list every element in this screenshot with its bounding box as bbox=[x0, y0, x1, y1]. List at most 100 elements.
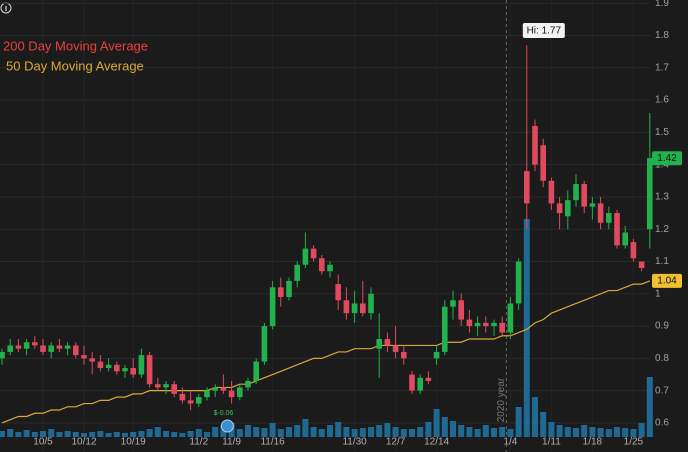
volume-bar bbox=[605, 429, 612, 437]
candle-body bbox=[122, 368, 128, 372]
candle-body bbox=[310, 248, 317, 259]
candle-body bbox=[540, 145, 546, 181]
volume-bar bbox=[302, 419, 309, 437]
earnings-label: $-0.06 bbox=[213, 410, 233, 417]
volume-bar bbox=[466, 427, 473, 437]
y-tick-label: 1.8 bbox=[655, 30, 669, 41]
candle-body bbox=[327, 264, 333, 272]
volume-bar bbox=[294, 425, 301, 437]
volume-bar bbox=[523, 219, 530, 437]
candle-body bbox=[261, 326, 268, 362]
candle-body bbox=[32, 342, 38, 346]
candle-body bbox=[335, 284, 341, 301]
y-tick-label: 0.8 bbox=[655, 353, 669, 364]
volume-bar bbox=[163, 431, 169, 437]
volume-bar bbox=[310, 427, 317, 437]
volume-bar bbox=[15, 432, 22, 437]
candle-body bbox=[647, 158, 653, 230]
volume-bar bbox=[97, 431, 104, 437]
high-label-box bbox=[522, 23, 565, 38]
x-tick-label: 10/12 bbox=[71, 437, 96, 448]
candle-body bbox=[73, 345, 79, 356]
legend-entry: 50 Day Moving Average bbox=[6, 58, 144, 73]
volume-bar bbox=[81, 433, 87, 437]
candle-body bbox=[23, 342, 30, 349]
volume-bar bbox=[556, 425, 563, 437]
candle-body bbox=[228, 390, 235, 398]
candle-body bbox=[433, 351, 440, 359]
x-tick-label: 1/4 bbox=[503, 437, 517, 448]
volume-bar bbox=[474, 429, 481, 437]
candle-body bbox=[515, 261, 522, 304]
volume-bar bbox=[351, 429, 358, 437]
candle-body bbox=[114, 364, 120, 372]
volume-bar bbox=[507, 429, 514, 437]
candle-body bbox=[622, 232, 628, 246]
x-tick-label: 1/11 bbox=[542, 437, 561, 448]
volume-bar bbox=[89, 432, 96, 437]
x-tick-label: 11/9 bbox=[222, 437, 241, 448]
year-label: 2020 year bbox=[496, 377, 507, 422]
volume-bar bbox=[261, 428, 268, 437]
volume-bar bbox=[573, 428, 579, 437]
candle-body bbox=[294, 264, 300, 281]
candle-body bbox=[417, 377, 423, 391]
candle-body bbox=[409, 374, 415, 391]
x-tick-label: 12/7 bbox=[386, 437, 406, 448]
candle-body bbox=[97, 361, 104, 369]
candle-body bbox=[458, 300, 464, 320]
candle-body bbox=[384, 339, 391, 346]
candle-body bbox=[556, 203, 563, 214]
candle-body bbox=[15, 345, 22, 349]
y-tick-label: 0.7 bbox=[655, 385, 669, 396]
candle-body bbox=[597, 203, 604, 223]
volume-bar bbox=[515, 407, 522, 437]
legend-entry: 200 Day Moving Average bbox=[3, 38, 148, 53]
volume-bar bbox=[400, 429, 407, 437]
y-tick-label: 1.6 bbox=[655, 95, 669, 106]
candle-body bbox=[89, 358, 95, 362]
candle-body bbox=[589, 203, 596, 207]
volume-bar bbox=[384, 423, 391, 437]
volume-bar bbox=[532, 397, 538, 437]
candle-body bbox=[130, 368, 136, 375]
volume-bar bbox=[491, 428, 497, 437]
candle-body bbox=[7, 345, 13, 352]
volume-bar bbox=[343, 427, 350, 437]
volume-bar bbox=[277, 429, 284, 437]
candle-body bbox=[48, 345, 54, 352]
volume-bar bbox=[31, 432, 38, 437]
candle-body bbox=[565, 200, 571, 217]
volume-bar bbox=[450, 421, 456, 437]
y-tick-label: 1 bbox=[655, 288, 661, 299]
volume-bar bbox=[425, 422, 432, 437]
volume-bar bbox=[548, 422, 555, 437]
volume-bar bbox=[0, 431, 5, 437]
candle-body bbox=[360, 303, 366, 314]
candle-body bbox=[343, 300, 350, 314]
x-tick-label: 11/30 bbox=[342, 437, 367, 448]
candle-body bbox=[491, 322, 497, 327]
candle-body bbox=[442, 306, 448, 352]
volume-bar bbox=[154, 427, 161, 437]
y-tick-label: 1.5 bbox=[655, 127, 669, 138]
volume-bar bbox=[23, 430, 30, 437]
candle-body bbox=[64, 345, 71, 349]
candle-body bbox=[163, 384, 169, 388]
y-tick-label: 0.6 bbox=[655, 418, 669, 429]
volume-bar bbox=[105, 433, 112, 437]
candle-body bbox=[40, 345, 46, 352]
volume-bar bbox=[597, 428, 604, 437]
candle-body bbox=[245, 380, 251, 388]
volume-bar bbox=[113, 432, 120, 437]
candle-body bbox=[179, 393, 186, 401]
candle-body bbox=[507, 303, 514, 333]
candle-body bbox=[146, 355, 153, 385]
candle-body bbox=[351, 303, 358, 314]
candle-body bbox=[532, 125, 538, 165]
candle-body bbox=[392, 345, 399, 352]
candle-body bbox=[105, 364, 112, 369]
x-tick-label: 11/16 bbox=[260, 437, 285, 448]
candle-body bbox=[376, 339, 382, 349]
candle-body bbox=[483, 322, 489, 327]
